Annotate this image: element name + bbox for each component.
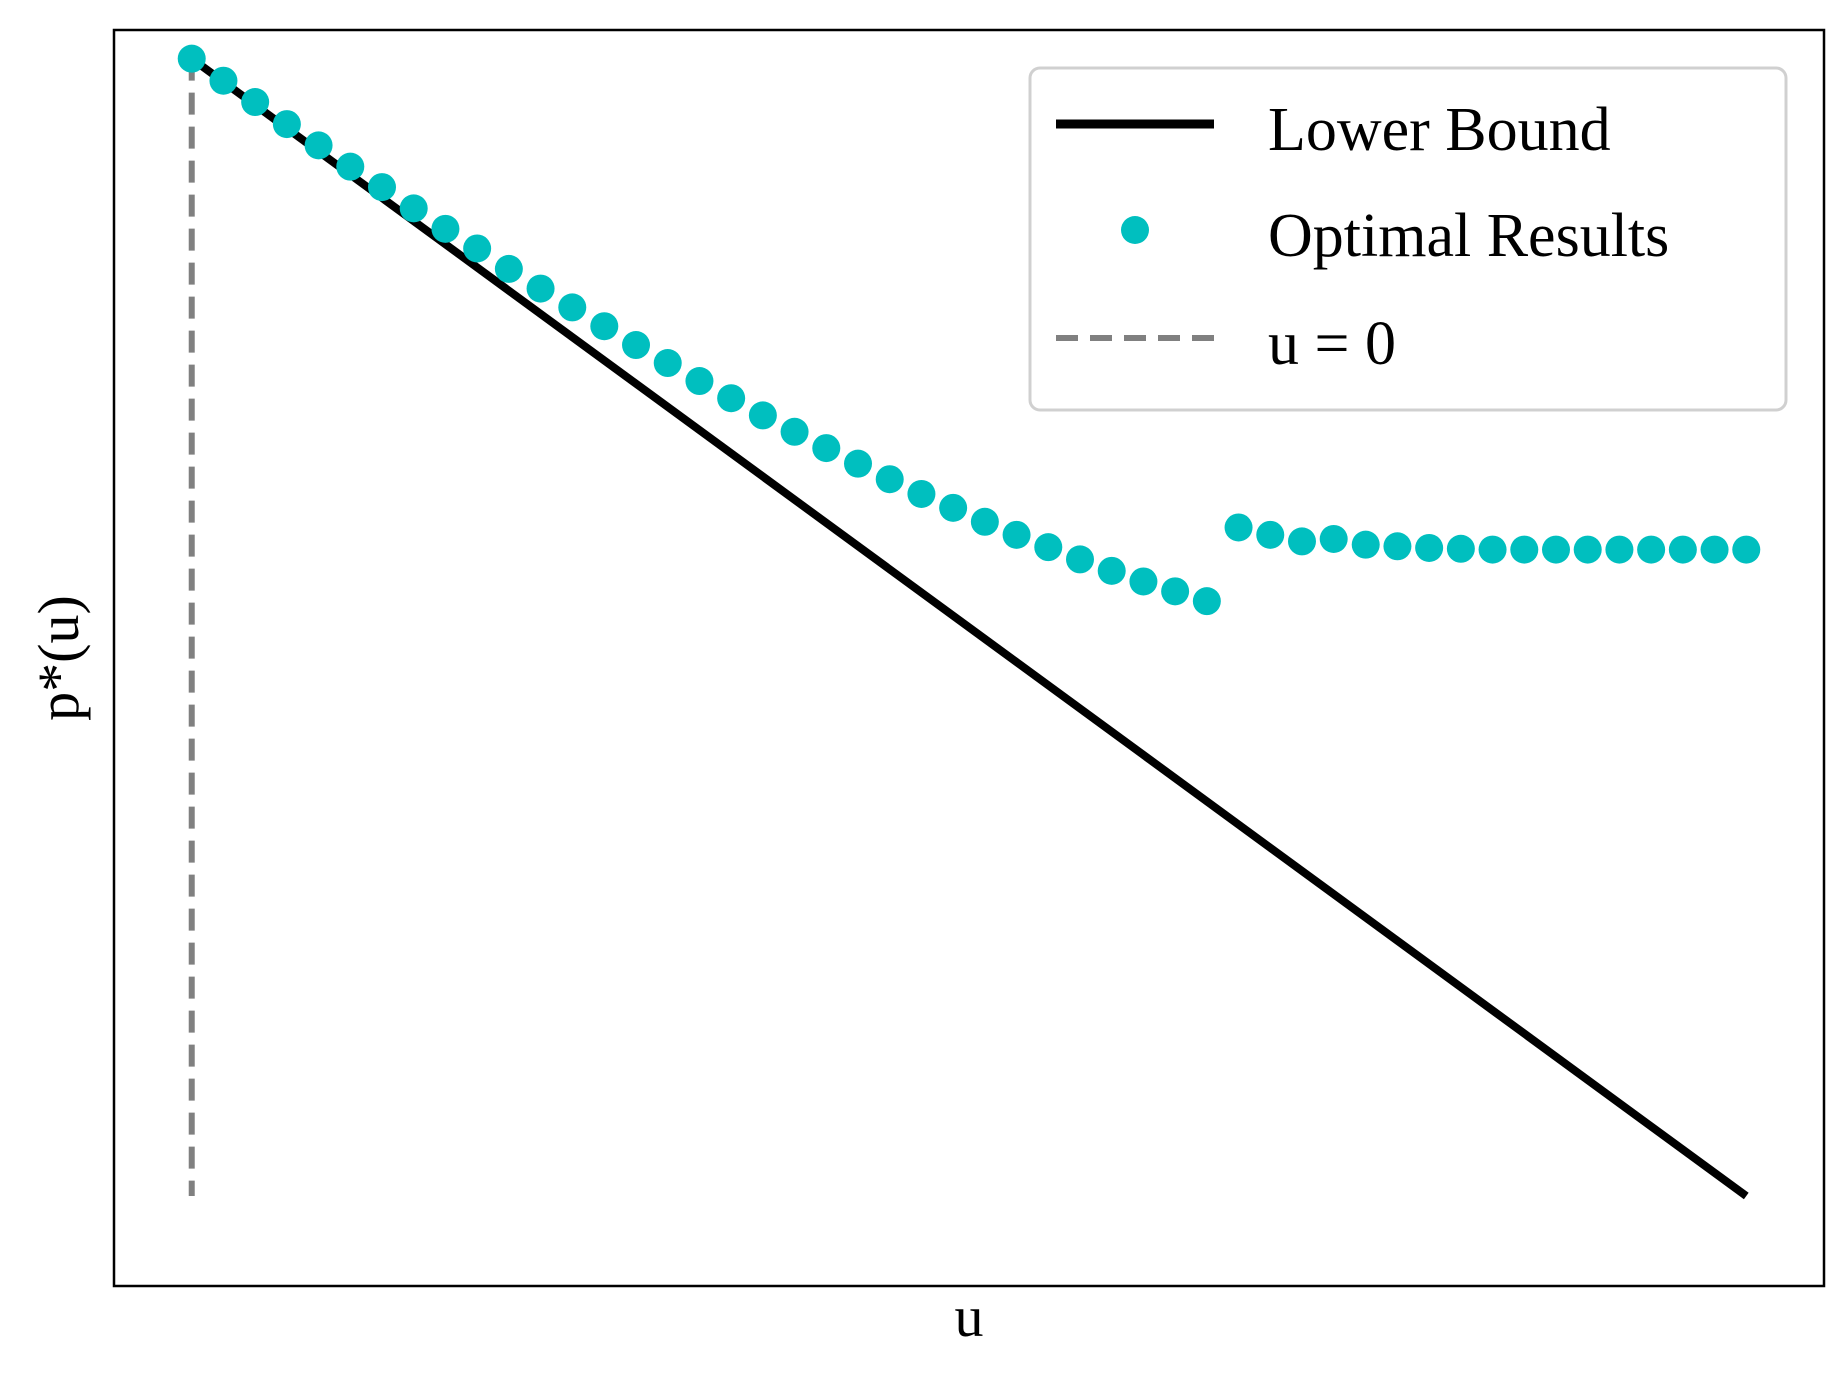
series-optimal-results-point (1224, 513, 1253, 542)
series-optimal-results-point (717, 384, 746, 413)
series-optimal-results-point (1573, 535, 1602, 564)
legend-entry-u-zero: u = 0 (1056, 310, 1396, 378)
y-axis-label: p*(u) (26, 595, 91, 721)
series-optimal-results-point (1415, 533, 1444, 562)
series-optimal-results-point (241, 88, 270, 117)
series-optimal-results-point (399, 194, 428, 223)
series-optimal-results-point (653, 349, 682, 378)
series-optimal-results-point (1605, 535, 1634, 564)
series-optimal-results-point (748, 401, 777, 430)
series-optimal-results-point (1097, 556, 1126, 585)
series-optimal-results-point (1732, 535, 1761, 564)
series-optimal-results-point (590, 312, 619, 341)
plot-area (177, 44, 1761, 1200)
legend: Lower Bound Optimal Results u = 0 (1028, 66, 1788, 412)
series-optimal-results-point (1034, 533, 1063, 562)
series-optimal-results-point (304, 131, 333, 160)
series-optimal-results-point (780, 417, 809, 446)
legend-label-lower-bound: Lower Bound (1268, 96, 1611, 164)
series-optimal-results-point (685, 367, 714, 396)
series-optimal-results-point (1637, 535, 1666, 564)
series-optimal-results-point (336, 152, 365, 181)
series-optimal-results-point (1129, 567, 1158, 596)
series-optimal-results-point (844, 449, 873, 478)
series-optimal-results-point (1383, 532, 1412, 561)
series-optimal-results-point (177, 44, 206, 73)
series-optimal-results-point (1510, 535, 1539, 564)
series-optimal-results-point (431, 214, 460, 243)
series-optimal-results-point (939, 493, 968, 522)
series-optimal-results-point (463, 234, 492, 263)
series-optimal-results-point (907, 479, 936, 508)
series-optimal-results-point (1287, 527, 1316, 556)
series-optimal-results-point (1065, 545, 1094, 574)
series-optimal-results-point (970, 507, 999, 536)
legend-frame (1028, 66, 1788, 412)
series-optimal-results-point (368, 173, 397, 202)
series-optimal-results-point (1161, 577, 1190, 606)
series-optimal-results-point (209, 66, 238, 95)
legend-entry-lower-bound: Lower Bound (1056, 96, 1611, 164)
series-lower-bound-line (189, 55, 1749, 1200)
plot-frame (112, 28, 1826, 1288)
legend-entry-optimal-results: Optimal Results (1121, 202, 1669, 270)
series-optimal-results-point (622, 331, 651, 360)
legend-swatch-optimal-results (1121, 216, 1149, 244)
series-optimal-results-point (1668, 535, 1697, 564)
series-optimal-results-point (494, 254, 523, 283)
series-optimal-results-point (1478, 535, 1507, 564)
series-optimal-results-point (1351, 530, 1380, 559)
legend-label-optimal-results: Optimal Results (1268, 202, 1669, 270)
series-optimal-results-point (875, 465, 904, 494)
series-optimal-results-point (1002, 520, 1031, 549)
series-optimal-results-point (1256, 520, 1285, 549)
series-optimal-results-point (558, 293, 587, 322)
x-axis-label: u (955, 1284, 984, 1349)
series-optimal-results-point (272, 110, 301, 139)
series-optimal-results-point (1541, 535, 1570, 564)
series-optimal-results-point (812, 434, 841, 463)
series-optimal-results-point (1700, 535, 1729, 564)
series-optimal-results-point (1446, 534, 1475, 563)
series-optimal-results-point (1192, 587, 1221, 616)
legend-label-u-zero: u = 0 (1268, 310, 1396, 378)
series-optimal-results-point (526, 274, 555, 303)
series-optimal-results-point (1319, 524, 1348, 553)
